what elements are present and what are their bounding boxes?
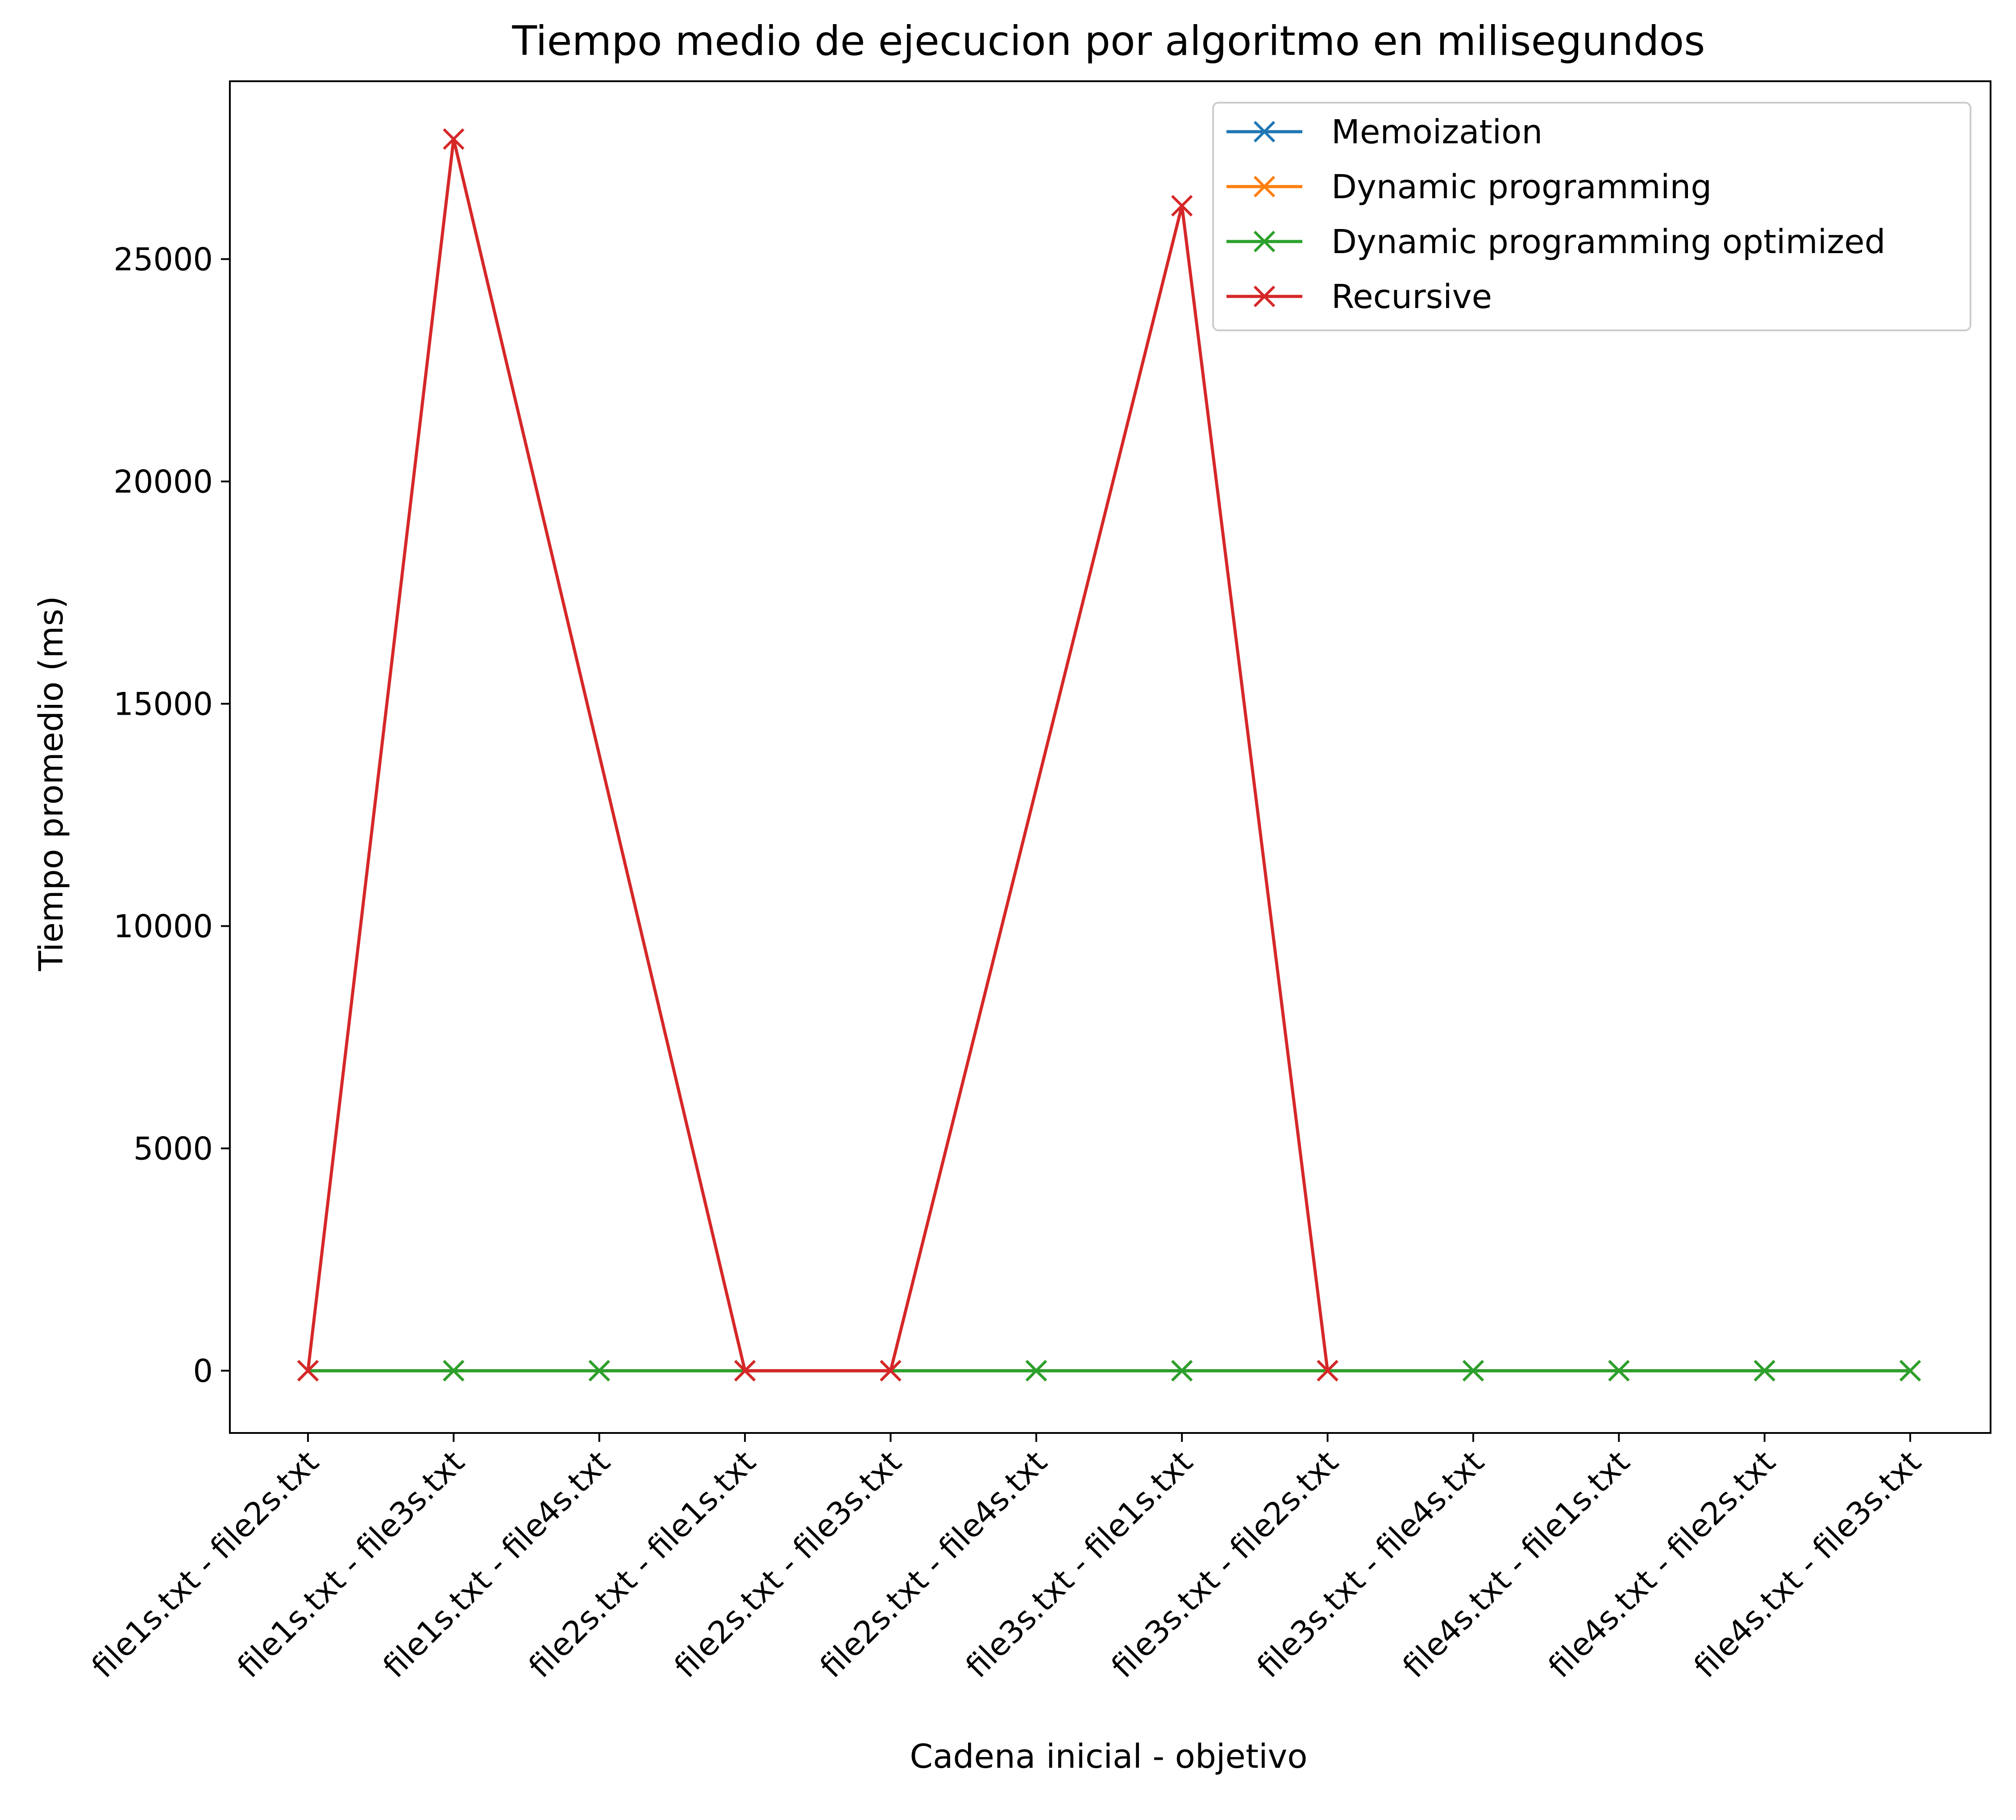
y-tick-label: 10000 — [113, 908, 213, 945]
legend-label: Recursive — [1331, 278, 1492, 316]
legend-swatch-marker — [1253, 175, 1276, 198]
series-line-3 — [306, 137, 1330, 1373]
plot-area — [229, 80, 1991, 1434]
series-marker-2-9 — [1608, 1360, 1630, 1382]
legend-box — [1212, 102, 1971, 331]
legend-label: Memoization — [1331, 113, 1542, 151]
y-tick-label: 25000 — [113, 241, 213, 278]
series-marker-2-10 — [1754, 1360, 1775, 1382]
series-marker-2-5 — [1025, 1360, 1047, 1382]
y-tick-label: 0 — [193, 1353, 213, 1390]
legend-swatch-marker — [1253, 121, 1276, 143]
y-tick-label: 20000 — [113, 463, 213, 500]
y-axis-label: Tiempo promedio (ms) — [32, 596, 71, 971]
series-marker-2-1 — [443, 1360, 465, 1382]
series-marker-2-11 — [1899, 1360, 1921, 1382]
axes-frame — [229, 80, 1991, 1434]
series-marker-3-7 — [1317, 1360, 1338, 1382]
legend-swatch-marker — [1253, 285, 1276, 308]
series-marker-3-1 — [443, 128, 465, 150]
legend-label: Dynamic programming — [1331, 168, 1712, 206]
y-tick-label: 5000 — [133, 1131, 213, 1167]
series-marker-3-0 — [297, 1360, 319, 1382]
series-marker-3-3 — [734, 1360, 756, 1382]
y-axis-ticks: 0 5000 10000 15000 20000 25000 — [113, 241, 230, 1390]
chart-title: Tiempo medio de ejecucion por algoritmo … — [512, 18, 1705, 65]
y-tick-label: 15000 — [113, 686, 213, 722]
series-marker-2-6 — [1171, 1360, 1193, 1382]
series-marker-2-8 — [1462, 1360, 1484, 1382]
series-marker-3-6 — [1171, 195, 1193, 217]
legend-swatch-marker — [1253, 230, 1276, 253]
legend-label: Dynamic programming optimized — [1331, 223, 1886, 261]
series-marker-2-2 — [588, 1360, 610, 1382]
x-axis-label: Cadena inicial - objetivo — [910, 1737, 1307, 1776]
series-marker-3-4 — [880, 1360, 902, 1382]
legend: Memoization Dynamic programming Dynamic pr… — [1212, 102, 1971, 331]
